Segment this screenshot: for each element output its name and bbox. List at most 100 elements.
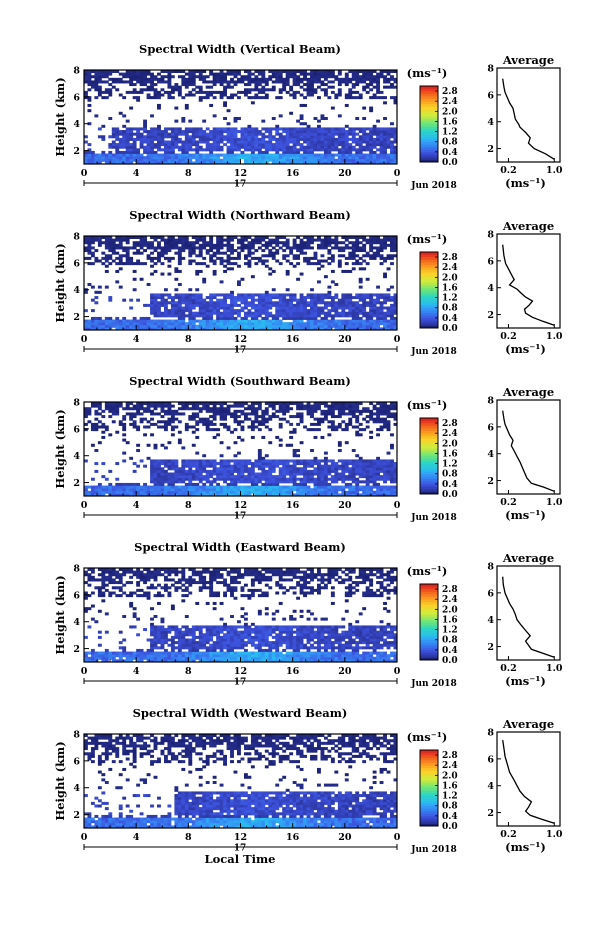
heatmap-cell [275, 137, 280, 141]
heatmap-cell [299, 85, 304, 89]
heatmap-cell [365, 161, 370, 165]
heatmap-cell [167, 83, 172, 87]
heatmap-cell [327, 467, 332, 471]
heatmap-cell [153, 145, 158, 149]
heatmap-cell [393, 249, 398, 253]
heatmap-cell [289, 246, 294, 250]
heatmap-cell [355, 236, 360, 240]
heatmap-cell [167, 243, 172, 247]
heatmap-cell [282, 404, 287, 408]
heatmap-cell [230, 485, 234, 489]
heatmap-cell [257, 456, 262, 460]
heatmap-cell [181, 327, 186, 331]
heatmap-cell [268, 130, 273, 134]
heatmap-cell [358, 137, 363, 141]
heatmap-cell [296, 309, 301, 313]
heatmap-cell [181, 446, 186, 450]
heatmap-cell [209, 472, 214, 476]
heatmap-cell [351, 246, 356, 250]
heatmap-cell [369, 293, 374, 297]
heatmap-cell [205, 75, 210, 79]
heatmap-cell [115, 485, 120, 489]
heatmap-cell [160, 443, 165, 447]
heatmap-cell [202, 319, 207, 323]
heatmap-cell [209, 296, 214, 300]
heatmap-cell [344, 459, 349, 463]
heatmap-cell [157, 467, 161, 471]
heatmap-cell [97, 238, 102, 242]
heatmap-cell [317, 280, 321, 284]
heatmap-cell [143, 137, 147, 141]
heatmap-cell [108, 150, 113, 154]
heatmap-cell [330, 70, 335, 74]
heatmap-cell [146, 493, 151, 497]
heatmap-cell [358, 140, 363, 144]
heatmap-cell [209, 459, 214, 463]
heatmap-cell [209, 420, 214, 424]
heatmap-cell [160, 409, 165, 413]
heatmap-cell [261, 236, 266, 240]
heatmap-cell [261, 469, 266, 473]
heatmap-cell [160, 469, 165, 473]
heatmap-cell [292, 451, 297, 455]
heatmap-cell [195, 435, 200, 439]
heatmap-cell [157, 90, 161, 94]
heatmap-cell [337, 150, 342, 154]
heatmap-cell [188, 467, 193, 471]
heatmap-cell [250, 135, 255, 139]
heatmap-cell [188, 259, 193, 263]
heatmap-cell [101, 135, 106, 139]
heatmap-cell [153, 469, 158, 473]
heatmap-cells [84, 402, 398, 497]
heatmap-cell [278, 477, 283, 481]
heatmap-cell [111, 243, 116, 247]
heatmap-cell [202, 464, 207, 468]
heatmap-cell [122, 153, 127, 157]
heatmap-cell [139, 135, 144, 139]
heatmap-cell [237, 161, 241, 165]
heatmap-cell [230, 267, 234, 271]
heatmap-cell [191, 319, 196, 323]
heatmap-cell [330, 158, 335, 162]
heatmap-cell [181, 402, 186, 406]
heatmap-cell [320, 435, 325, 439]
heatmap-cell [369, 109, 374, 113]
heatmap-cell [230, 327, 234, 331]
heatmap-cell [139, 404, 144, 408]
heatmap-cell [226, 140, 231, 144]
heatmap-cell [157, 130, 161, 134]
heatmap-cell [296, 454, 301, 458]
heatmap-cell [188, 490, 193, 494]
heatmap-cell [115, 316, 120, 320]
heatmap-cell [195, 472, 200, 476]
heatmap-cell [146, 404, 151, 408]
heatmap-cell [275, 459, 280, 463]
heatmap-cell [205, 428, 210, 432]
heatmap-cell [278, 480, 283, 484]
heatmap-cell [184, 464, 189, 468]
heatmap-cell [358, 150, 363, 154]
heatmap-cell [240, 490, 245, 494]
heatmap-cell [226, 249, 231, 253]
heatmap-cell [160, 480, 165, 484]
heatmap-cell [327, 459, 332, 463]
heatmap-cell [334, 319, 339, 323]
heatmap-cell [268, 415, 273, 419]
heatmap-cell [198, 236, 203, 240]
heatmap-cell [327, 493, 332, 497]
heatmap-cell [160, 88, 165, 92]
heatmap-cell [101, 75, 106, 79]
heatmap-cell [278, 459, 283, 463]
heatmap-cell [198, 137, 203, 141]
heatmap-cell [337, 88, 342, 92]
heatmap-cell [320, 467, 325, 471]
heatmap-cell [226, 467, 231, 471]
heatmap-cell [330, 137, 335, 141]
heatmap-cell [337, 415, 342, 419]
heatmap-cell [348, 477, 353, 481]
heatmap-cell [205, 251, 210, 255]
heatmap-cell [195, 246, 200, 250]
heatmap-cell [240, 425, 245, 429]
heatmap-cell [292, 319, 297, 323]
heatmap-cell [143, 77, 147, 81]
